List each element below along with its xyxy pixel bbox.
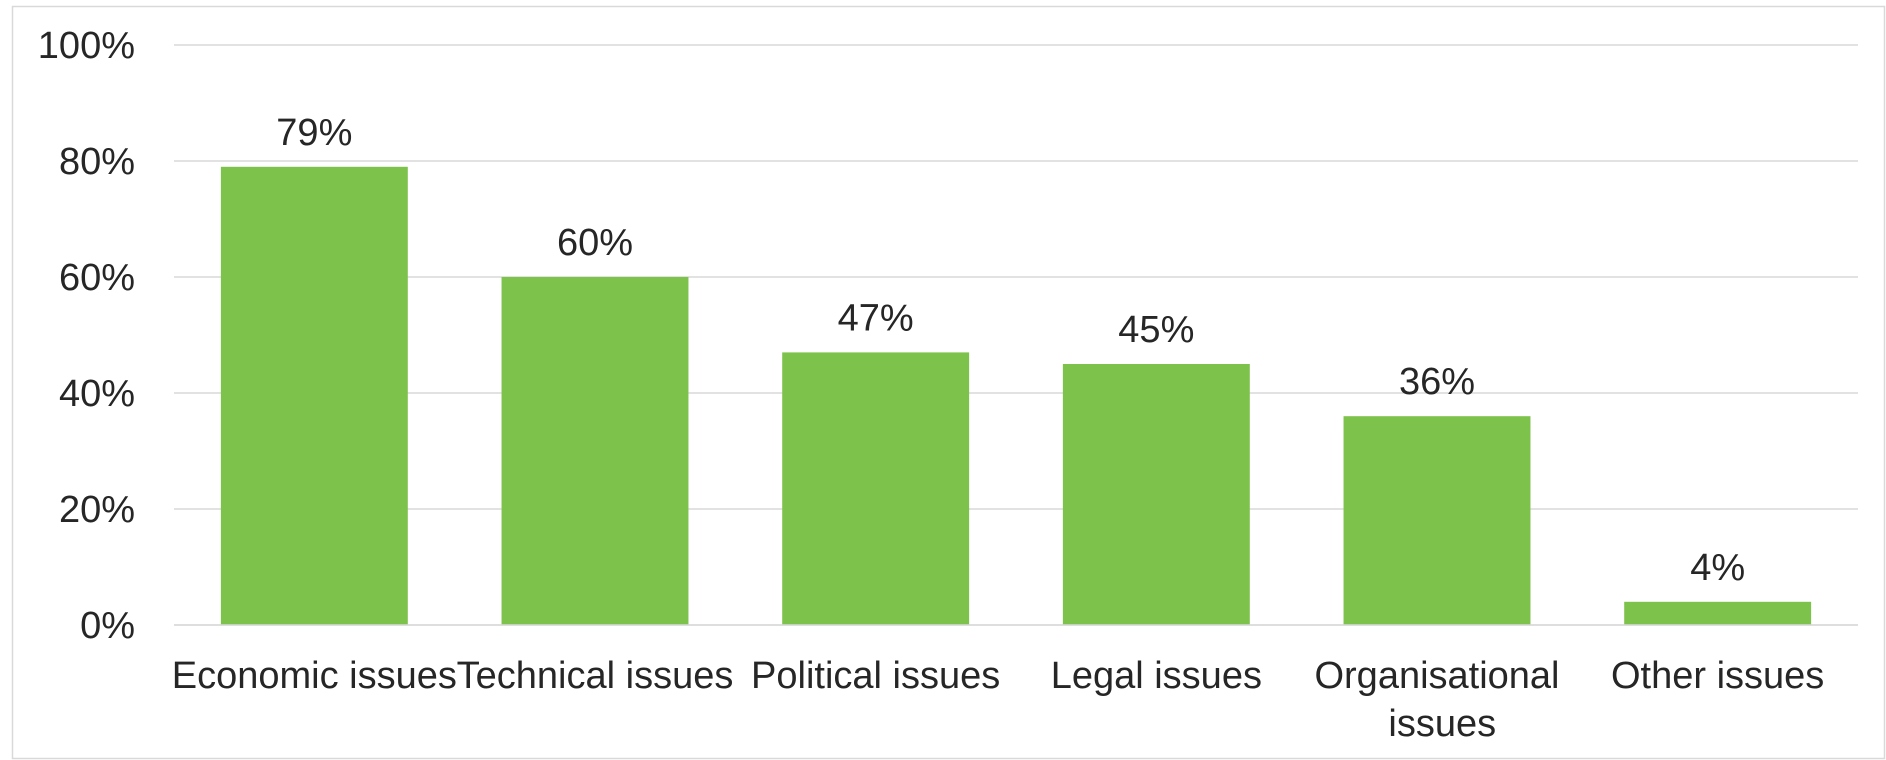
x-tick-label: Political issues	[751, 655, 1000, 697]
data-label: 4%	[1690, 547, 1745, 589]
y-tick-label: 20%	[59, 489, 135, 531]
y-tick-label: 0%	[80, 605, 135, 647]
x-tick-label: Economic issues	[172, 655, 457, 697]
bar	[1624, 601, 1812, 625]
y-tick-label: 40%	[59, 373, 135, 415]
x-tick-label: Organisational issues	[1314, 655, 1559, 745]
data-label: 45%	[1118, 309, 1194, 351]
x-tick-label: Legal issues	[1051, 655, 1262, 697]
x-tick-label: Other issues	[1611, 655, 1824, 697]
y-tick-label: 80%	[59, 141, 135, 183]
bar	[220, 166, 408, 626]
data-label: 36%	[1399, 361, 1475, 403]
x-tick-label: Technical issues	[457, 655, 734, 697]
y-tick-label: 60%	[59, 257, 135, 299]
bar	[1343, 416, 1531, 625]
bar	[782, 352, 970, 625]
bar	[501, 277, 689, 625]
data-label: 60%	[557, 222, 633, 264]
y-tick-label: 100%	[38, 25, 135, 67]
data-label: 79%	[276, 112, 352, 154]
bar	[1062, 364, 1250, 625]
data-label: 47%	[838, 297, 914, 339]
